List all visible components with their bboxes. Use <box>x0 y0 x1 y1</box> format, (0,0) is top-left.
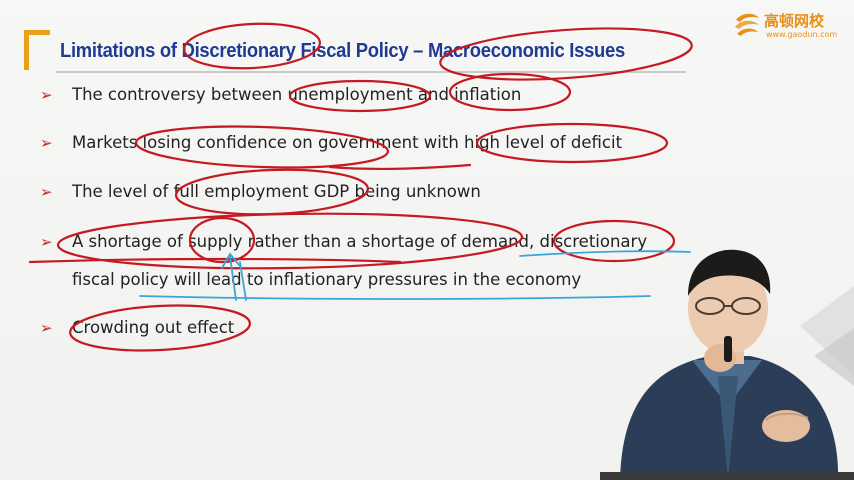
brand-logo: 高顿网校 www.gaodun.com <box>732 8 842 42</box>
bullet-text: Crowding out effect <box>72 318 235 337</box>
slide-title: Limitations of Discretionary Fiscal Poli… <box>60 40 625 62</box>
gaodun-logo-icon <box>735 13 759 36</box>
bullet-text: The level of full employment GDP being u… <box>72 182 481 201</box>
arrow-bullet-icon: ➢ <box>40 183 53 201</box>
bullet-item: ➢ Crowding out effect <box>40 316 234 340</box>
arrow-bullet-icon: ➢ <box>40 233 53 251</box>
bullet-item: ➢ The controversy between unemployment a… <box>40 83 521 107</box>
presenter-video <box>600 249 854 480</box>
bullet-text: The controversy between unemployment and… <box>72 85 522 104</box>
title-bracket-decoration <box>24 30 50 70</box>
title-divider <box>56 71 686 73</box>
ink-blue-underline <box>139 295 651 300</box>
ink-underline-government <box>328 163 472 171</box>
bullet-text-line-2: fiscal policy will lead to inflationary … <box>72 270 582 289</box>
logo-url: www.gaodun.com <box>766 30 838 39</box>
bullet-text: Markets losing confidence on government … <box>72 133 623 152</box>
bullet-item: ➢ The level of full employment GDP being… <box>40 180 481 204</box>
logo-name: 高顿网校 <box>764 12 825 30</box>
arrow-bullet-icon: ➢ <box>40 319 53 337</box>
bullet-item: ➢ A shortage of supply rather than a sho… <box>40 230 647 292</box>
bullet-item: ➢ Markets losing confidence on governmen… <box>40 131 622 155</box>
bullet-text-line-1: A shortage of supply rather than a short… <box>72 232 648 251</box>
bullet-text-multiline: A shortage of supply rather than a short… <box>72 230 647 292</box>
arrow-bullet-icon: ➢ <box>40 134 53 152</box>
arrow-bullet-icon: ➢ <box>40 86 53 104</box>
